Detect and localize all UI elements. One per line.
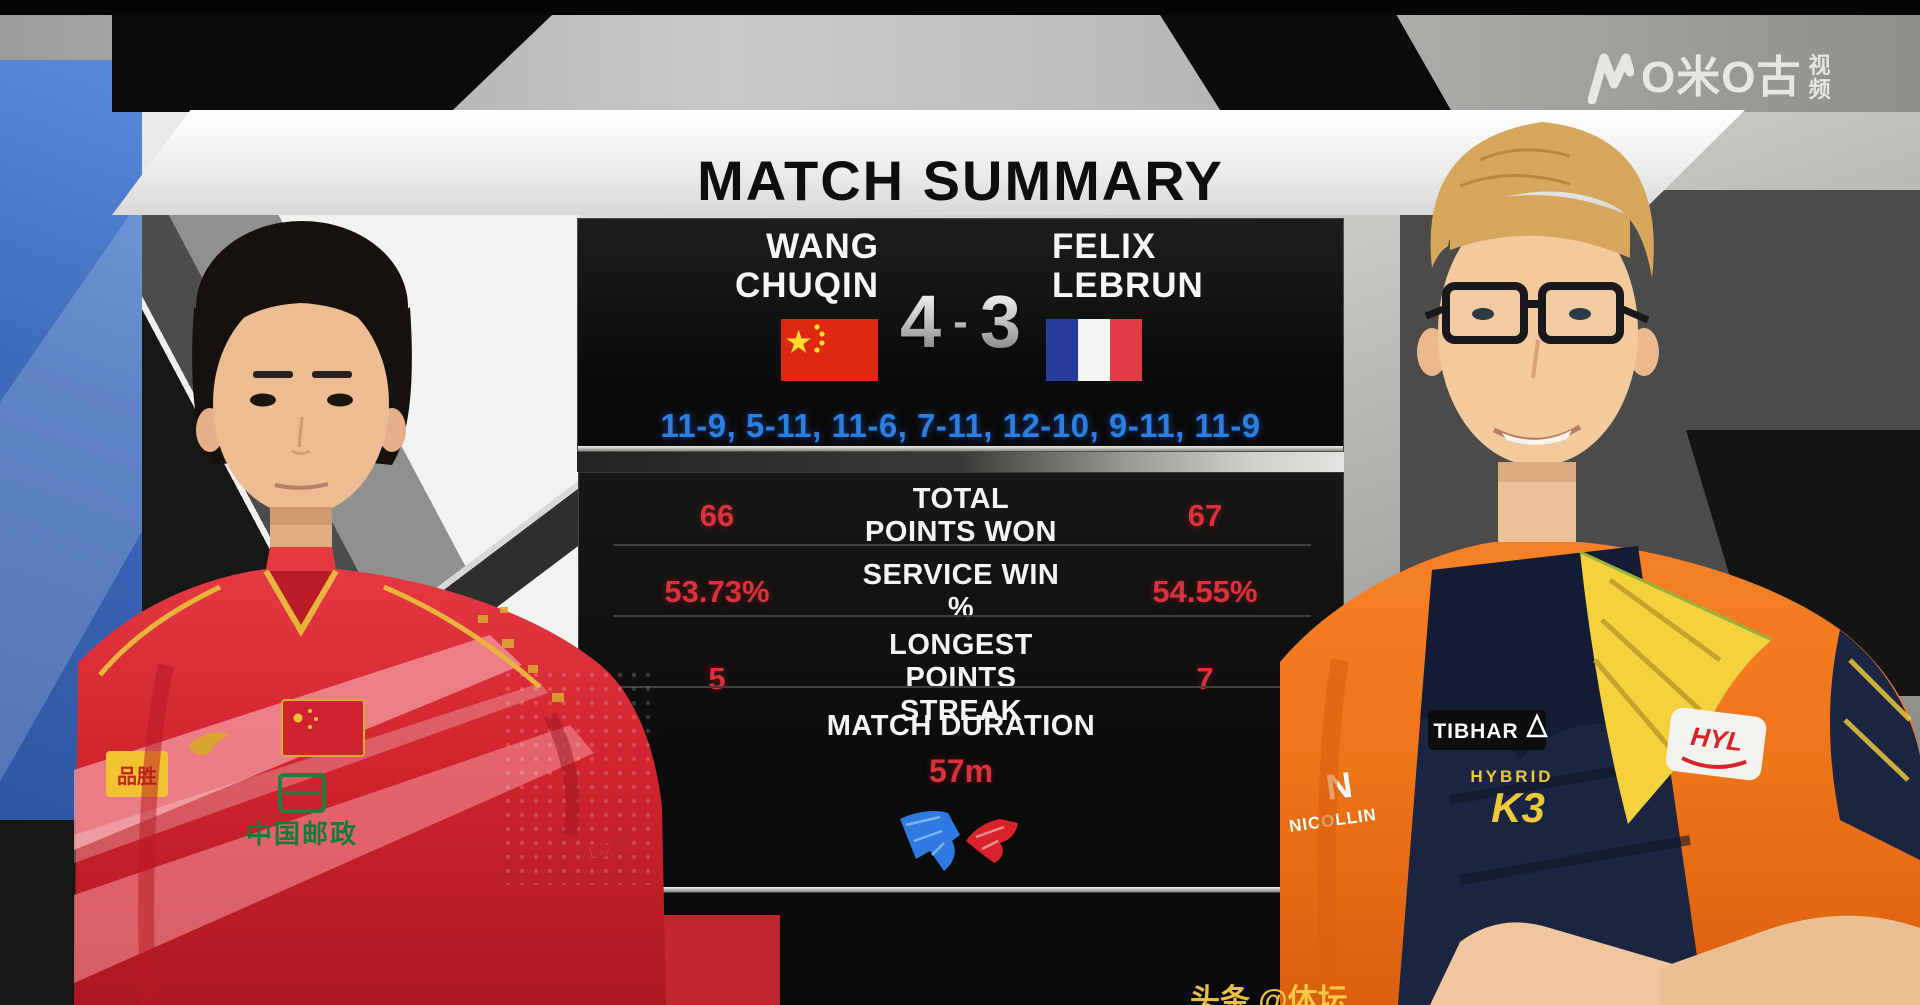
game-scores-line: 11-9, 5-11, 11-6, 7-11, 12-10, 9-11, 11-… <box>660 407 1261 444</box>
match-duration-label: MATCH DURATION <box>826 710 1096 742</box>
score-right: 3 <box>979 280 1021 363</box>
player-right-last-name: LEBRUN <box>1052 266 1204 305</box>
event-v-logo-icon <box>900 811 1018 871</box>
stat-label: SERVICE WIN % <box>862 559 1060 624</box>
tibhar-logo-text: TIBHAR <box>1433 720 1518 743</box>
france-flag-icon <box>1046 319 1142 381</box>
china-flag-icon <box>781 319 878 381</box>
stat-row-longest-streak: 5 LONGEST POINTS STREAK 7 <box>579 629 1343 727</box>
k3-text: K3 <box>1491 784 1545 831</box>
stat-row-service-win: 53.73% SERVICE WIN % 54.55% <box>579 559 1343 624</box>
stat-value-right: 67 <box>1187 498 1223 533</box>
stat-value-left: 66 <box>699 498 735 533</box>
row-divider <box>613 544 1311 546</box>
stat-label: LONGEST POINTS STREAK <box>889 629 1033 727</box>
score-left: 4 <box>900 280 942 363</box>
scoreboard-panel: WANG CHUQIN FELIX LEBRUN 4-3 11-9, 5-11,… <box>577 218 1344 452</box>
player-photo-felix-lebrun: TIBHAR HYBRID K3 N NICOLLIN HYL Optic2oo… <box>1280 122 1920 1005</box>
migu-video-logo: O米O古 视 频 <box>1588 46 1898 110</box>
match-duration-value: 57m <box>928 753 994 789</box>
bg-red-block <box>655 915 780 1005</box>
stat-value-right: 54.55% <box>1152 574 1258 609</box>
score-separator: - <box>941 297 980 346</box>
match-score: 4-3 <box>578 285 1343 359</box>
migu-logo-text: O米O古 <box>1641 53 1802 102</box>
player-left-last-name: CHUQIN <box>734 266 879 305</box>
player-left-first-name: WANG <box>766 227 879 266</box>
china-post-text: 中国邮政 <box>246 819 358 849</box>
migu-logo-suffix: 视 频 <box>1808 54 1830 102</box>
migu-suffix-bottom: 频 <box>1808 77 1831 102</box>
top-black-bar <box>0 0 1920 15</box>
player-photo-wang-chuqin: 品胜 中国邮政 红双喜 <box>74 221 666 1005</box>
hybrid-text: HYBRID <box>1470 767 1553 786</box>
migu-mark-icon <box>1588 53 1634 104</box>
row-divider <box>613 686 1311 688</box>
bottom-watermark: 头条 @体坛 <box>1190 984 1348 1005</box>
hyl-patch-text: HYL <box>1689 721 1744 757</box>
stat-value-left: 53.73% <box>664 574 770 609</box>
player-name-left: WANG CHUQIN <box>578 227 879 305</box>
player-name-right: FELIX LEBRUN <box>1052 227 1342 305</box>
stat-label: TOTAL POINTS WON <box>865 483 1057 548</box>
player-right-first-name: FELIX <box>1052 227 1157 266</box>
stats-panel: 66 TOTAL POINTS WON 67 53.73% SERVICE WI… <box>578 472 1344 893</box>
row-divider <box>613 615 1311 617</box>
stat-row-total-points: 66 TOTAL POINTS WON 67 <box>579 483 1343 548</box>
page-title: MATCH SUMMARY <box>697 149 1224 212</box>
migu-suffix-top: 视 <box>1808 53 1831 78</box>
metal-ribbon <box>577 452 1344 472</box>
